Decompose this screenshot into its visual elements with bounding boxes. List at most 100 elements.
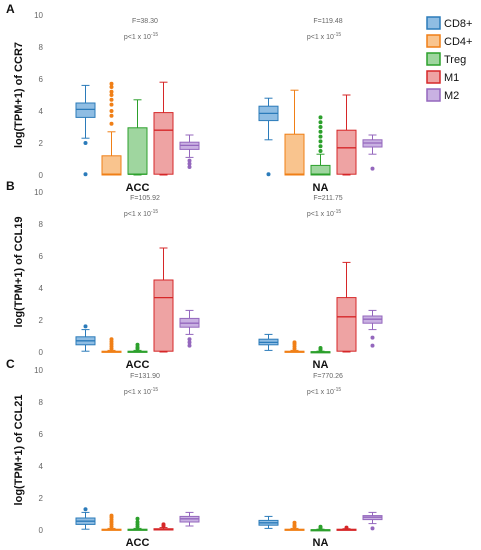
y-tick-label: 6 <box>39 252 44 261</box>
y-tick-label: 4 <box>39 284 44 293</box>
legend-swatch <box>426 70 441 84</box>
outlier-point <box>109 93 114 97</box>
y-axis-label: log(TPM+1) of CCL19 <box>13 217 25 328</box>
p-value: p<1 x 10-15 <box>307 387 342 396</box>
legend-item-CD8+: CD8+ <box>426 16 472 30</box>
p-value-exponent: -15 <box>334 387 341 393</box>
legend-swatch <box>426 52 441 66</box>
box-Treg <box>127 516 148 531</box>
outlier-point <box>109 109 114 113</box>
x-category-label: NA <box>313 537 329 549</box>
y-tick-label: 0 <box>39 171 44 180</box>
group-NA: NA <box>258 511 383 549</box>
panel-letter: B <box>6 179 15 193</box>
outlier-point <box>318 125 323 129</box>
box-CD8+ <box>75 324 96 352</box>
outlier-point <box>109 337 114 342</box>
y-tick-label: 2 <box>39 494 44 503</box>
legend: CD8+ CD4+ Treg M1 M2 <box>426 16 472 102</box>
box-iqr <box>336 297 357 352</box>
box-iqr <box>101 155 122 176</box>
group-ACC: ACC <box>75 247 200 371</box>
p-value: p<1 x 10-15 <box>124 387 159 396</box>
box-Treg <box>310 524 331 532</box>
outlier-point <box>135 342 140 347</box>
box-M1 <box>336 261 357 353</box>
p-value-exponent: -15 <box>151 209 158 215</box>
y-tick-label: 2 <box>39 139 44 148</box>
legend-swatch <box>426 34 441 48</box>
group-ACC: ACC <box>75 81 200 194</box>
outlier-point <box>318 120 323 125</box>
outlier-point <box>83 172 88 177</box>
outlier-point <box>109 81 114 86</box>
outlier-point <box>318 346 323 350</box>
box-CD4+ <box>284 340 305 353</box>
legend-item-Treg: Treg <box>426 52 466 66</box>
box-iqr <box>153 112 174 175</box>
outlier-point <box>318 139 323 144</box>
outlier-point <box>318 149 323 153</box>
group-NA: NA <box>258 261 383 371</box>
box-Treg <box>310 115 331 176</box>
box-M2 <box>362 134 383 171</box>
legend-label: CD4+ <box>444 36 472 48</box>
y-tick-label: 10 <box>34 188 43 197</box>
legend-item-M2: M2 <box>426 88 459 102</box>
y-tick-label: 10 <box>34 366 43 375</box>
y-tick-label: 6 <box>39 430 44 439</box>
box-M2 <box>179 134 200 169</box>
legend-item-CD4+: CD4+ <box>426 34 472 48</box>
outlier-point <box>318 115 323 120</box>
outlier-point <box>109 121 114 126</box>
outlier-point <box>187 340 192 345</box>
y-tick-label: 4 <box>39 462 44 471</box>
legend-swatch <box>426 16 441 30</box>
legend-swatch <box>426 88 441 102</box>
outlier-point <box>187 343 192 348</box>
outlier-point <box>109 102 114 107</box>
outlier-point <box>370 335 375 340</box>
x-category-label: NA <box>313 182 329 194</box>
box-CD8+ <box>258 97 279 177</box>
x-category-label: ACC <box>126 182 150 194</box>
box-Treg <box>127 99 148 176</box>
box-Treg <box>127 342 148 353</box>
p-value: p<1 x 10-15 <box>124 209 159 218</box>
legend-label: Treg <box>444 54 466 66</box>
outlier-point <box>370 343 375 348</box>
box-M2 <box>362 511 383 531</box>
outlier-point <box>135 520 140 524</box>
outlier-point <box>344 525 349 530</box>
f-statistic: F=131.90 <box>130 373 160 380</box>
box-CD4+ <box>101 81 122 176</box>
y-tick-label: 2 <box>39 316 44 325</box>
box-M1 <box>153 81 174 176</box>
box-CD4+ <box>284 89 305 176</box>
outlier-point <box>318 129 323 134</box>
outlier-point <box>318 144 323 149</box>
p-value-exponent: -15 <box>334 209 341 215</box>
p-value: p<1 x 10-15 <box>307 209 342 218</box>
outlier-point <box>266 172 271 177</box>
outlier-point <box>187 165 192 169</box>
outlier-point <box>83 324 88 329</box>
f-statistic: F=770.26 <box>313 373 343 380</box>
box-M1 <box>336 94 357 176</box>
outlier-point <box>318 134 323 139</box>
y-tick-label: 8 <box>39 220 44 229</box>
f-statistic: F=211.75 <box>313 195 342 202</box>
y-tick-label: 0 <box>39 526 44 535</box>
group-ACC: ACC <box>75 507 200 549</box>
f-statistic: F=38.30 <box>132 18 158 25</box>
legend-label: M2 <box>444 90 459 102</box>
p-value-exponent: -15 <box>151 32 158 38</box>
box-iqr <box>336 129 357 175</box>
outlier-point <box>109 113 114 118</box>
box-CD4+ <box>101 513 122 531</box>
outlier-point <box>187 337 192 342</box>
box-Treg <box>310 346 331 354</box>
p-value-exponent: -15 <box>334 32 341 38</box>
